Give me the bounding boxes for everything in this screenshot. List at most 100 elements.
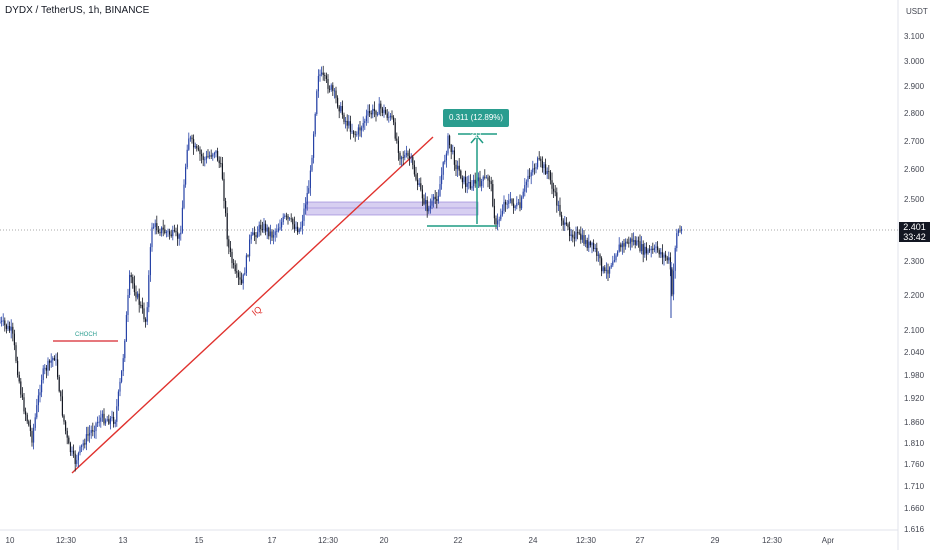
candle-body — [498, 219, 500, 221]
trendline[interactable] — [71, 136, 434, 474]
candle-body — [391, 115, 393, 118]
candle-body — [431, 200, 433, 206]
candle-body — [620, 244, 622, 248]
candle-body — [85, 434, 87, 445]
candle-body — [29, 425, 31, 432]
candle-body — [466, 183, 468, 187]
candle-body — [148, 275, 150, 308]
candle-body — [12, 326, 14, 334]
candle-body — [485, 177, 487, 179]
candle-body — [524, 185, 526, 192]
candle-body — [247, 255, 249, 257]
candle-body — [180, 232, 182, 235]
candle-body — [449, 135, 451, 146]
candle-body — [335, 90, 337, 98]
candle-body — [450, 145, 452, 152]
candle-body — [610, 265, 612, 268]
price-tick-label: 1.810 — [904, 439, 925, 448]
candle-body — [34, 417, 36, 428]
candle-body — [677, 230, 679, 234]
candle-body — [644, 246, 646, 255]
candle-body — [26, 414, 28, 422]
price-tick-label: 1.616 — [904, 525, 925, 534]
candle-body — [233, 263, 235, 265]
price-ticks: USDT 3.100 3.000 2.900 2.800 2.700 2.600 2.500 2… — [904, 7, 928, 534]
candle-body — [628, 242, 630, 244]
demand-zone[interactable] — [305, 201, 479, 216]
candle-body — [447, 135, 449, 154]
candle-body — [554, 191, 556, 193]
candle-body — [561, 215, 563, 221]
candle-body — [1, 320, 3, 322]
candle-body — [122, 358, 124, 372]
candle-body — [444, 160, 446, 163]
candle-body — [445, 153, 447, 161]
candle-body — [389, 115, 391, 118]
candle-body — [274, 231, 276, 235]
time-tick-label: 12:30 — [56, 536, 77, 545]
candle-body — [50, 360, 52, 363]
candle-body — [228, 239, 230, 248]
candle-body — [354, 134, 356, 136]
candle-body — [133, 283, 135, 293]
candle-body — [149, 247, 151, 276]
time-tick-label: 12:30 — [576, 536, 597, 545]
candle-body — [473, 179, 475, 187]
candle-body — [681, 228, 683, 231]
candle-body — [652, 248, 654, 250]
candle-body — [301, 220, 303, 228]
candle-body — [500, 214, 502, 220]
candle-body — [433, 196, 435, 201]
candle-body — [9, 326, 11, 331]
candle-body — [225, 200, 227, 214]
candle-body — [183, 184, 185, 208]
candle-body — [4, 320, 6, 326]
candle-body — [348, 121, 350, 126]
price-tick-label: 2.900 — [904, 82, 925, 91]
candle-body — [28, 421, 30, 426]
candle-body — [284, 215, 286, 217]
candle-body — [365, 115, 367, 121]
candle-body — [418, 183, 420, 185]
candle-body — [92, 430, 94, 432]
candle-body — [460, 170, 462, 179]
candle-body — [402, 157, 404, 159]
candle-body — [527, 175, 529, 182]
candle-body — [57, 359, 59, 378]
candle-body — [188, 138, 190, 150]
candle-body — [519, 202, 521, 209]
candle-body — [124, 340, 126, 359]
candle-body — [607, 269, 609, 274]
candle-body — [220, 163, 222, 164]
candle-body — [164, 229, 166, 234]
time-tick-label: 29 — [711, 536, 720, 545]
price-unit-label: USDT — [906, 7, 928, 16]
candle-body — [303, 208, 305, 221]
candle-body — [218, 160, 220, 164]
price-tick-label: 1.860 — [904, 418, 925, 427]
candle-body — [0, 321, 1, 323]
candle-body — [332, 85, 334, 91]
candle-body — [121, 371, 123, 382]
candle-body — [673, 270, 675, 295]
candle-body — [663, 254, 665, 258]
candle-body — [261, 229, 263, 231]
time-ticks: 10 12:30 13 15 17 12:30 20 22 24 12:30 27 29 12:30 Ap… — [6, 536, 835, 545]
candle-body — [65, 421, 67, 431]
candle-body — [471, 186, 473, 189]
candle-body — [55, 359, 57, 361]
candle-body — [253, 232, 255, 236]
candle-body — [213, 153, 215, 155]
candle-body — [151, 227, 153, 248]
candle-body — [77, 453, 79, 461]
measure-tool[interactable] — [427, 133, 497, 227]
candle-body — [468, 182, 470, 184]
candle-body — [404, 154, 406, 158]
candle-body — [575, 232, 577, 239]
candle-body — [327, 78, 329, 89]
candle-body — [317, 75, 319, 92]
candle-body — [257, 232, 259, 237]
candle-body — [634, 240, 636, 245]
candle-body — [282, 216, 284, 223]
